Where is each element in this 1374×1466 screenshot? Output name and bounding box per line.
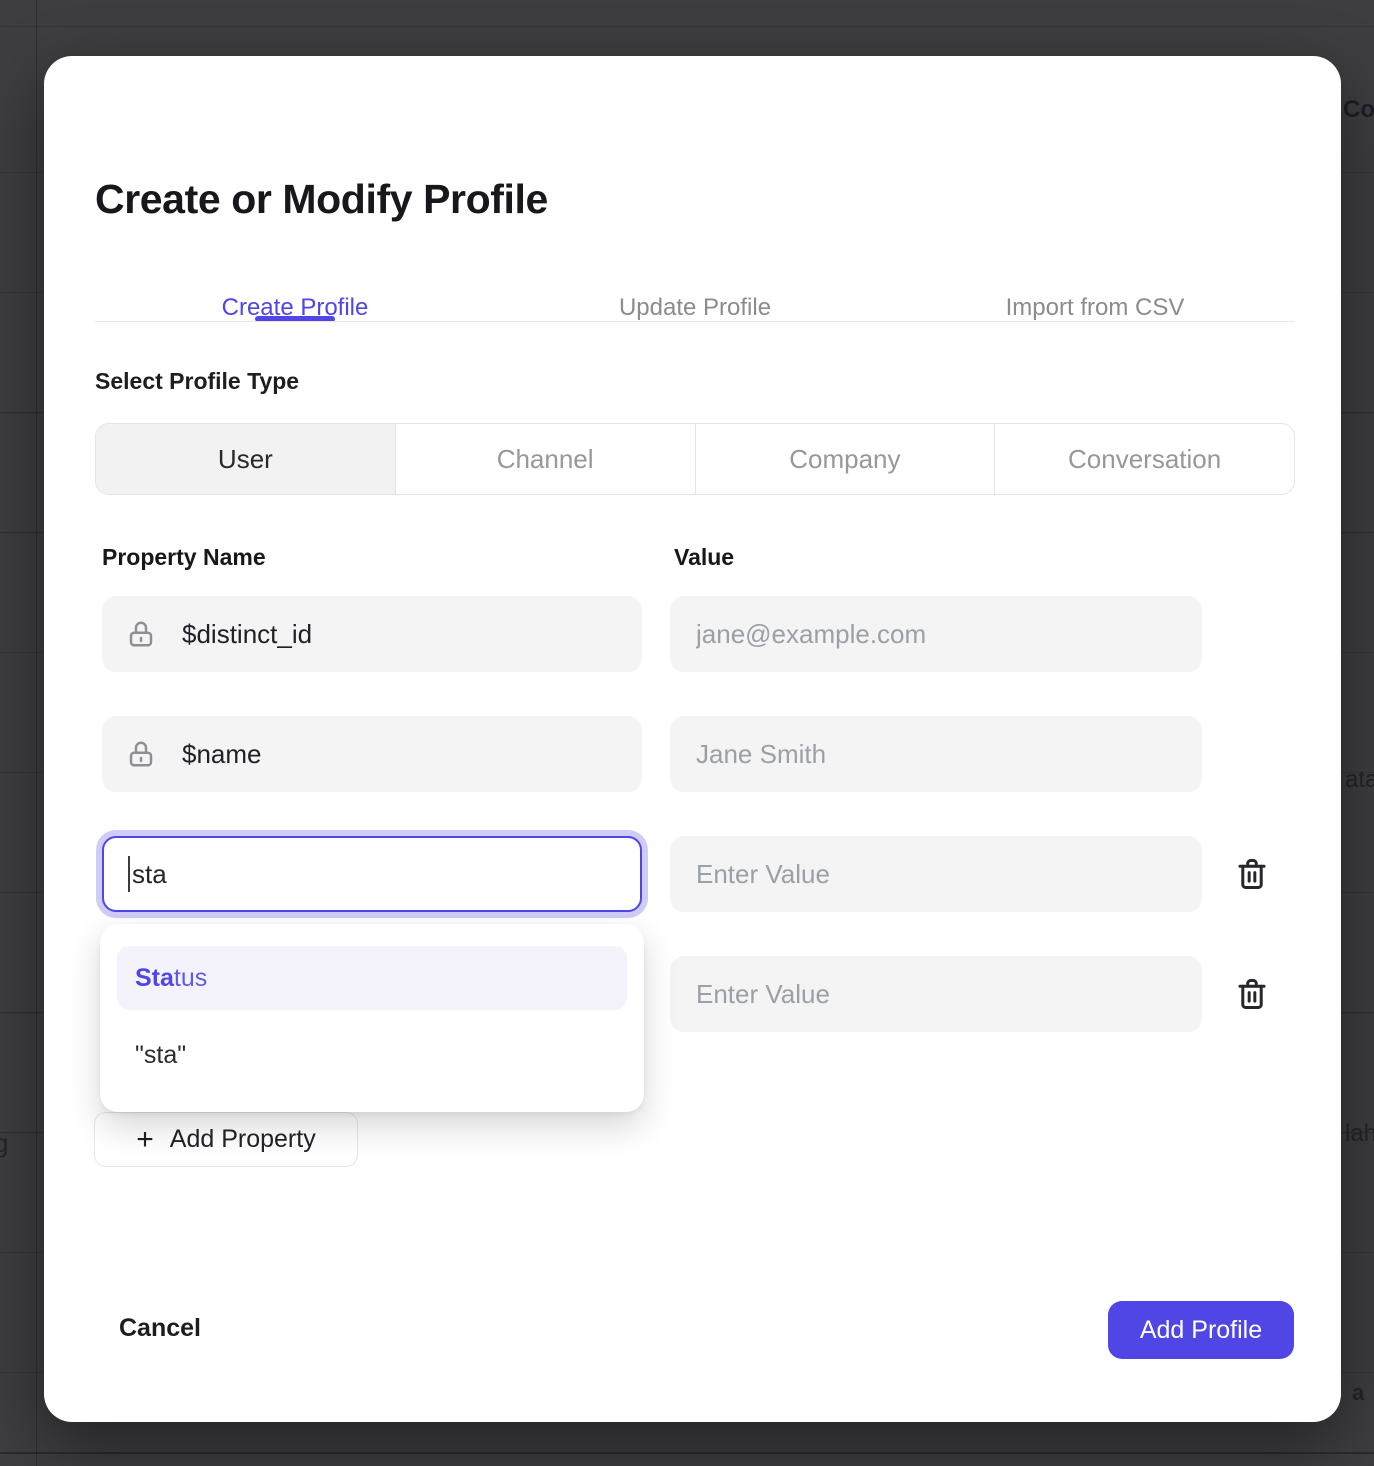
plus-icon: + (136, 1122, 154, 1156)
value-field-name (670, 716, 1202, 792)
profile-type-user[interactable]: User (96, 424, 396, 494)
profile-type-conversation[interactable]: Conversation (995, 424, 1294, 494)
value-input-row4[interactable] (696, 956, 1176, 1032)
value-input-distinct-id[interactable] (696, 596, 1176, 672)
tab-import-from-csv[interactable]: Import from CSV (1005, 294, 1185, 321)
create-or-modify-profile-dialog: Create or Modify Profile Create Profile … (44, 56, 1341, 1422)
autocomplete-option-literal[interactable]: "sta" (135, 1040, 187, 1069)
property-name-header: Property Name (102, 544, 266, 570)
background-text-fragment: lah (1345, 1120, 1374, 1147)
add-profile-button[interactable]: Add Profile (1108, 1301, 1294, 1359)
property-field-name: $name (102, 716, 642, 792)
background-footer-divider (0, 1452, 1374, 1454)
autocomplete-rest-text: tus (173, 963, 208, 992)
lock-icon (129, 741, 153, 767)
tab-create-profile[interactable]: Create Profile (221, 294, 369, 321)
property-name-text: $name (182, 738, 262, 769)
profile-type-company[interactable]: Company (695, 424, 996, 494)
lock-icon (129, 621, 153, 647)
tab-update-profile[interactable]: Update Profile (618, 294, 772, 321)
autocomplete-option-status[interactable]: Sta tus (117, 946, 627, 1010)
delete-row-button[interactable] (1232, 974, 1272, 1014)
trash-icon (1238, 859, 1266, 889)
value-input-row3[interactable] (696, 836, 1176, 912)
background-text-fragment: Col (1343, 96, 1374, 123)
dialog-tabbar: Create Profile Update Profile Import fro… (95, 284, 1295, 332)
value-field-distinct-id (670, 596, 1202, 672)
background-column-divider (36, 0, 37, 1466)
background-text-fragment: g (0, 1128, 9, 1158)
trash-icon (1238, 979, 1266, 1009)
value-input-name[interactable] (696, 716, 1176, 792)
value-field-row4 (670, 956, 1202, 1032)
text-caret (128, 856, 130, 892)
select-profile-type-label: Select Profile Type (95, 368, 300, 394)
property-autocomplete-dropdown: Sta tus "sta" (100, 924, 644, 1112)
active-tab-indicator (255, 316, 335, 322)
add-property-button[interactable]: + Add Property (94, 1112, 358, 1167)
profile-type-channel[interactable]: Channel (395, 424, 696, 494)
tabbar-divider (95, 321, 1295, 322)
dialog-title: Create or Modify Profile (95, 176, 548, 222)
value-field-row3 (670, 836, 1202, 912)
add-property-label: Add Property (169, 1125, 316, 1153)
profile-type-segmented-control: User Channel Company Conversation (95, 423, 1295, 495)
value-header: Value (674, 544, 735, 570)
cancel-button[interactable]: Cancel (119, 1314, 201, 1342)
autocomplete-match-text: Sta (135, 963, 174, 992)
delete-row-button[interactable] (1232, 854, 1272, 894)
property-field-distinct-id: $distinct_id (102, 596, 642, 672)
typed-property-text: sta (132, 858, 167, 889)
background-text-fragment: ata (1345, 766, 1374, 793)
property-input-focused[interactable]: sta (102, 836, 642, 912)
background-text-fragment: a (1352, 1380, 1365, 1405)
property-name-text: $distinct_id (182, 618, 313, 649)
